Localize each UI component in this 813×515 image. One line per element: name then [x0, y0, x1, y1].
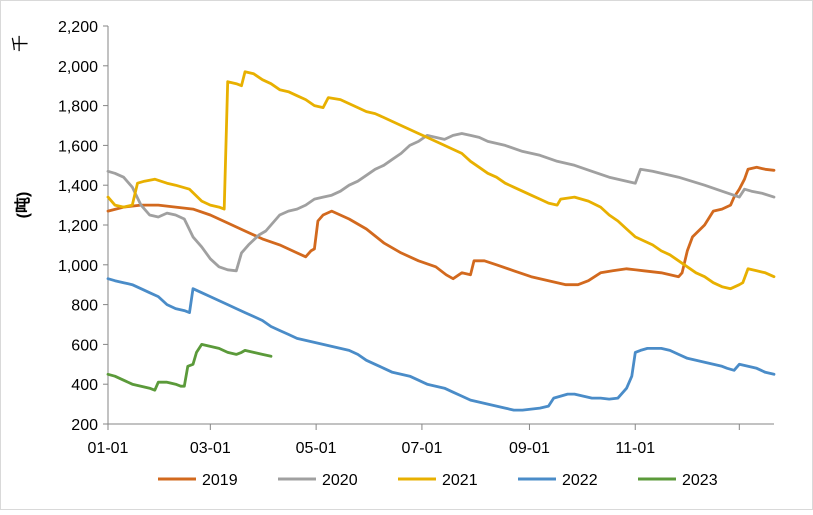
- series-line-2021: [106, 70, 776, 291]
- y-tick-label: 2,000: [58, 59, 98, 76]
- y-tick-label: 1,600: [58, 138, 98, 155]
- y-tick-label: 200: [71, 417, 98, 434]
- x-tick-label: 01-01: [88, 440, 129, 457]
- y-tick-label: 2,200: [58, 19, 98, 36]
- series-line-2020: [106, 132, 776, 273]
- y-tick-label: 1,000: [58, 258, 98, 275]
- series-lines: [106, 70, 776, 412]
- y-axis-unit: 千: [11, 35, 30, 52]
- y-axis: 200 400 600 800 1,000 1,200 1,400 1,600 1,800 2,0…: [58, 19, 109, 434]
- x-tick-label: 09-01: [509, 440, 550, 457]
- legend-label-2023: 2023: [682, 472, 718, 489]
- x-tick-label: 07-01: [401, 440, 442, 457]
- y-tick-label: 800: [71, 298, 98, 315]
- legend-label-2020: 2020: [322, 472, 358, 489]
- legend-label-2019: 2019: [202, 472, 238, 489]
- series-line-2022: [106, 277, 776, 412]
- y-tick-label: 1,800: [58, 99, 98, 116]
- y-tick-label: 600: [71, 337, 98, 354]
- y-tick-label: 1,200: [58, 218, 98, 235]
- series-line-2019: [106, 165, 776, 287]
- y-axis-title: (吨): [13, 192, 32, 219]
- x-tick-label: 05-01: [296, 440, 337, 457]
- series-line-2023: [106, 343, 273, 392]
- legend-label-2022: 2022: [562, 472, 598, 489]
- x-tick-label: 03-01: [190, 440, 231, 457]
- y-tick-label: 1,400: [58, 178, 98, 195]
- legend-label-2021: 2021: [442, 472, 478, 489]
- x-tick-label: 11-01: [615, 440, 655, 457]
- legend: 2019 2020 2021 2022 2023: [158, 472, 718, 489]
- x-axis: 01-01 03-01 05-01 07-01 09-01 11-01: [88, 423, 774, 457]
- y-tick-label: 400: [71, 377, 98, 394]
